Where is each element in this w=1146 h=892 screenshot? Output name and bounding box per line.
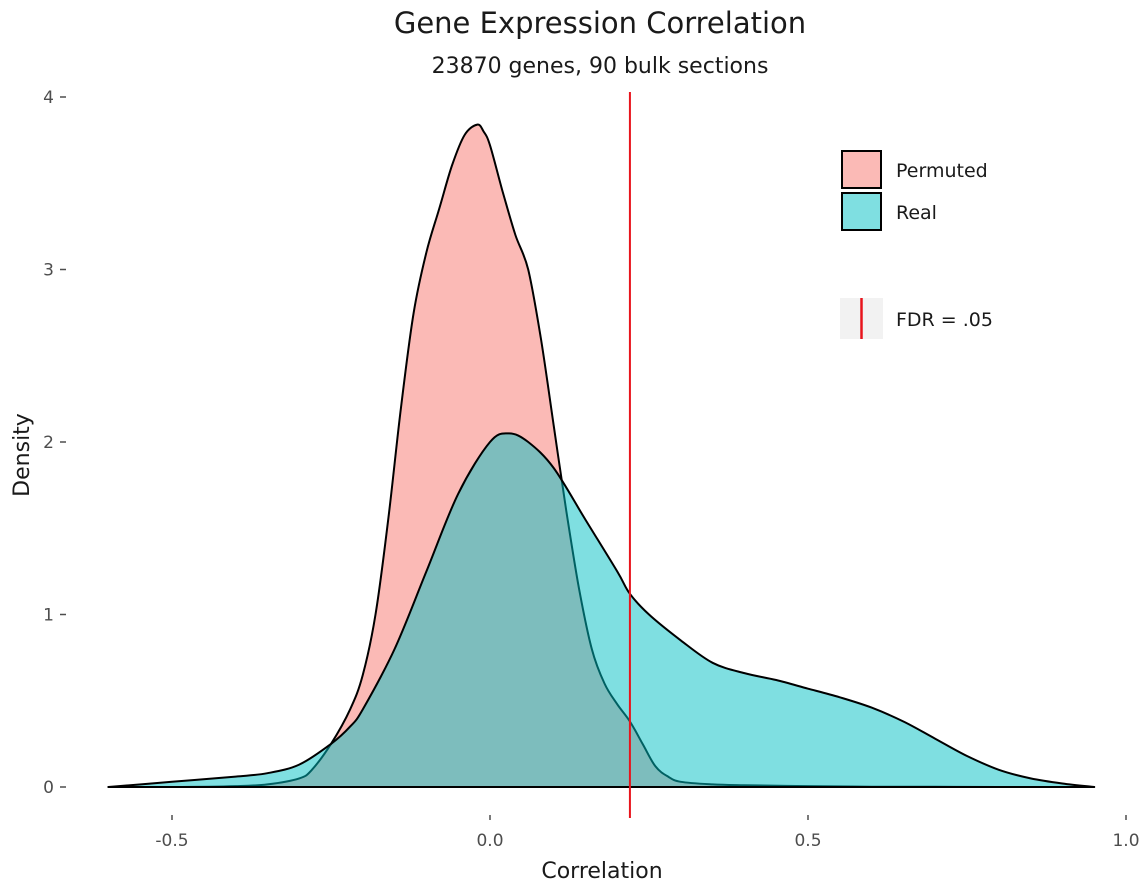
x-tick-label: 0.5 <box>794 831 821 851</box>
legend-key-permuted <box>841 150 882 189</box>
legend-label-real: Real <box>896 202 937 224</box>
x-tick-label: -0.5 <box>155 831 188 851</box>
x-axis-label: Correlation <box>541 859 662 884</box>
y-tick-label: 0 <box>43 778 54 798</box>
y-axis-label: Density <box>10 413 35 497</box>
y-tick-label: 2 <box>43 433 54 453</box>
y-tick-label: 3 <box>43 261 54 281</box>
density-area-real <box>107 432 1096 788</box>
y-tick-label: 1 <box>43 606 54 626</box>
legend: Permuted Real FDR = .05 <box>840 150 993 339</box>
legend-label-permuted: Permuted <box>896 160 988 182</box>
plot-area <box>107 92 1096 818</box>
y-tick-label: 4 <box>43 88 54 108</box>
x-tick-label: 1.0 <box>1112 831 1139 851</box>
legend-label-fdr: FDR = .05 <box>896 309 993 331</box>
chart-subtitle: 23870 genes, 90 bulk sections <box>432 54 769 79</box>
chart-title: Gene Expression Correlation <box>394 6 806 40</box>
x-axis: -0.5 0.0 0.5 1.0 <box>155 815 1140 851</box>
legend-key-real <box>841 192 882 231</box>
x-tick-label: 0.0 <box>476 831 503 851</box>
y-axis: 0 1 2 3 4 <box>43 88 66 798</box>
